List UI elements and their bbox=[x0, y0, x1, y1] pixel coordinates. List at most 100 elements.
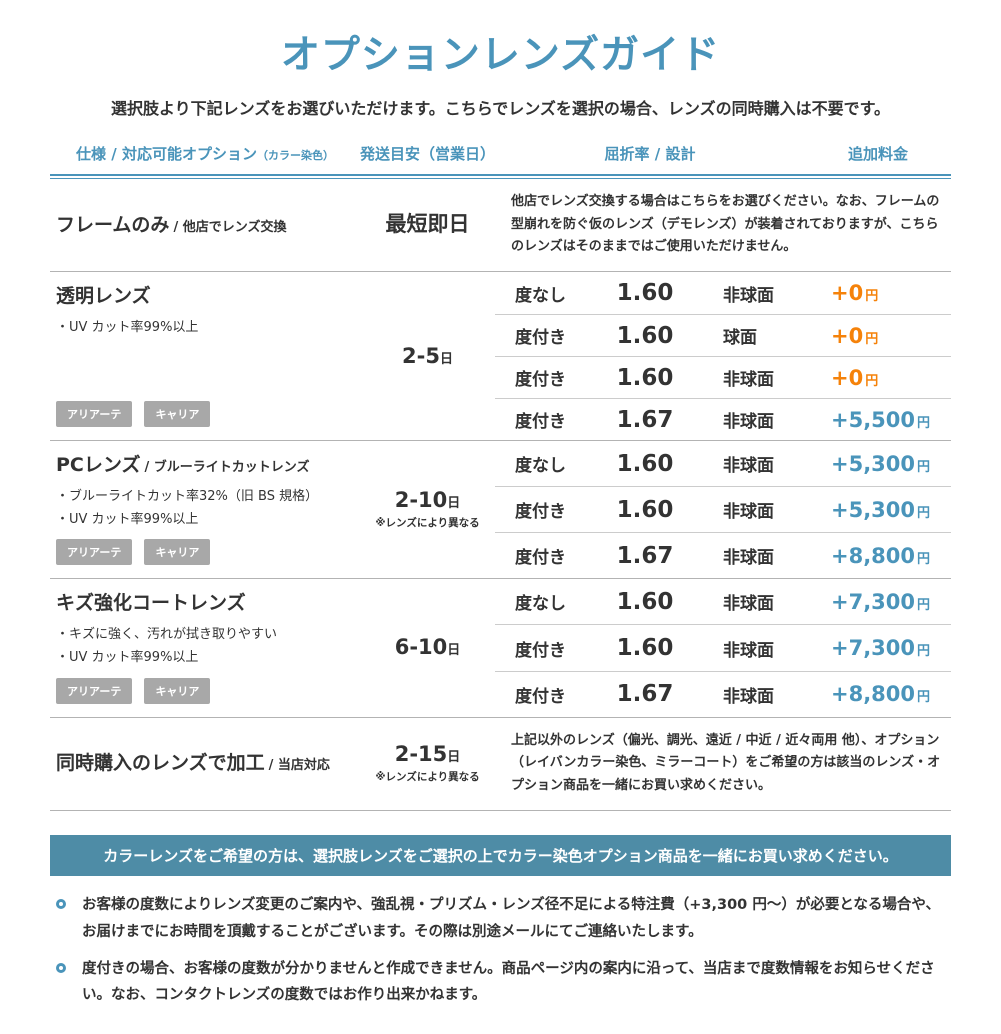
page-title: オプションレンズガイド bbox=[280, 33, 721, 78]
shipping-value: 最短即日 bbox=[386, 213, 470, 236]
option-design: 非球面 bbox=[723, 640, 774, 661]
option-price: +5,300 円 bbox=[825, 498, 951, 522]
shipping-note: ※レンズにより異なる bbox=[375, 771, 480, 784]
option-row: 度付き 1.67 非球面 +8,800 円 bbox=[495, 670, 951, 717]
option-row: 度付き 1.60 非球面 +0 円 bbox=[495, 356, 951, 398]
price-amount: +0 bbox=[831, 281, 864, 306]
row-shipping-cell: 2-15日 ※レンズにより異なる bbox=[360, 718, 495, 810]
color-lens-banner: カラーレンズをご希望の方は、選択肢レンズをご選択の上でカラー染色オプション商品を… bbox=[50, 834, 951, 876]
table-row-scratch-coat-lens: キズ強化コートレンズ ・キズに強く、汚れが拭き取りやすい ・UV カット率99%… bbox=[50, 579, 951, 718]
price-unit: 円 bbox=[865, 331, 879, 347]
row-title-main: 透明レンズ bbox=[56, 285, 151, 308]
option-row: 度付き 1.60 非球面 +5,300 円 bbox=[495, 486, 951, 532]
badge-group: アリアーテ キャリア bbox=[56, 393, 350, 428]
price-unit: 円 bbox=[865, 373, 879, 389]
option-price: +0 円 bbox=[825, 324, 951, 348]
option-design: 非球面 bbox=[723, 412, 774, 433]
shipping-value: 2-5日 bbox=[402, 344, 453, 368]
feature-item: ・キズに強く、汚れが拭き取りやすい bbox=[56, 627, 278, 643]
header-spec-small-label: （カラー染色） bbox=[256, 148, 334, 162]
row-shipping-cell: 6-10日 bbox=[360, 579, 495, 716]
option-index: 1.60 bbox=[616, 450, 674, 477]
feature-item: ・ブルーライトカット率32%（旧 BS 規格） bbox=[56, 488, 319, 504]
feature-item: ・UV カット率99%以上 bbox=[56, 319, 199, 335]
shipping-text: 2-15 bbox=[394, 742, 448, 767]
option-rx: 度付き bbox=[515, 502, 566, 523]
row-shipping-cell: 2-5日 bbox=[360, 272, 495, 440]
feature-item: ・UV カット率99%以上 bbox=[56, 649, 199, 665]
option-row: 度付き 1.60 球面 +0 円 bbox=[495, 314, 951, 356]
option-index: 1.60 bbox=[616, 588, 674, 615]
price-amount: +0 bbox=[831, 323, 864, 348]
feature-list: ・ブルーライトカット率32%（旧 BS 規格） ・UV カット率99%以上 bbox=[56, 486, 350, 532]
note-item: お客様の度数によりレンズ変更のご案内や、強乱視・プリズム・レンズ径不足による特注… bbox=[50, 892, 951, 946]
option-row: 度付き 1.67 非球面 +5,500 円 bbox=[495, 398, 951, 440]
row-title: 透明レンズ bbox=[56, 285, 350, 308]
option-design: 非球面 bbox=[723, 370, 774, 391]
option-design: 非球面 bbox=[723, 686, 774, 707]
row-title-main: フレームのみ bbox=[56, 213, 170, 236]
badge-group: アリアーテ キャリア bbox=[56, 670, 350, 704]
shipping-unit: 日 bbox=[447, 750, 461, 766]
row-title-suffix: / 当店対応 bbox=[268, 758, 330, 774]
shipping-text: 2-10 bbox=[394, 488, 448, 513]
badge-ariate: アリアーテ bbox=[56, 401, 133, 428]
badge-group: アリアーテ キャリア bbox=[56, 531, 350, 566]
row-description: 他店でレンズ交換する場合はこちらをお選びください。なお、フレームの型崩れを防ぐ仮… bbox=[511, 193, 940, 255]
option-rx: 度なし bbox=[515, 285, 566, 306]
option-index: 1.60 bbox=[616, 364, 674, 391]
shipping-unit: 日 bbox=[447, 496, 461, 512]
header-price: 追加料金 bbox=[847, 144, 908, 163]
option-price: +5,500 円 bbox=[825, 408, 951, 432]
row-title-main: PCレンズ bbox=[56, 454, 141, 477]
header-spec: 仕様 / 対応可能オプション（カラー染色） bbox=[50, 143, 360, 164]
price-unit: 円 bbox=[917, 459, 931, 475]
price-amount: +5,300 bbox=[831, 497, 916, 522]
option-price: +5,300 円 bbox=[825, 452, 951, 476]
price-amount: +7,300 bbox=[831, 589, 916, 614]
header-shipping: 発送目安（営業日） bbox=[360, 144, 496, 163]
circle-bullet-icon bbox=[56, 898, 66, 909]
option-price: +0 円 bbox=[825, 281, 951, 305]
badge-ariate: アリアーテ bbox=[56, 677, 133, 704]
option-index: 1.60 bbox=[616, 635, 674, 662]
row-description: 上記以外のレンズ（偏光、調光、遠近 / 中近 / 近々両用 他）、オプション（レ… bbox=[511, 732, 941, 794]
option-index: 1.67 bbox=[616, 542, 674, 569]
option-row: 度なし 1.60 非球面 +5,300 円 bbox=[495, 441, 951, 486]
option-rx: 度付き bbox=[515, 548, 566, 569]
option-design: 非球面 bbox=[723, 456, 774, 477]
badge-carrier: キャリア bbox=[144, 539, 211, 566]
price-amount: +8,800 bbox=[831, 682, 916, 707]
row-title-main: キズ強化コートレンズ bbox=[56, 592, 246, 615]
row-detail-cell: 度なし 1.60 非球面 +5,300 円 度付き 1.60 非球面 +5,300… bbox=[495, 441, 951, 578]
feature-item: ・UV カット率99%以上 bbox=[56, 511, 199, 527]
table-header-row: 仕様 / 対応可能オプション（カラー染色） 発送目安（営業日） 屈折率 / 設計… bbox=[50, 143, 951, 164]
shipping-note: ※レンズにより異なる bbox=[375, 517, 480, 530]
option-index: 1.60 bbox=[616, 322, 674, 349]
option-rx: 度付き bbox=[515, 640, 566, 661]
option-rx: 度なし bbox=[515, 594, 566, 615]
option-row: 度なし 1.60 非球面 +0 円 bbox=[495, 272, 951, 314]
option-price: +8,800 円 bbox=[825, 682, 951, 706]
price-unit: 円 bbox=[917, 415, 931, 431]
row-spec-cell: フレームのみ / 他店でレンズ交換 bbox=[50, 179, 360, 271]
option-design: 非球面 bbox=[723, 502, 774, 523]
option-index: 1.67 bbox=[616, 681, 674, 708]
row-detail-cell: 度なし 1.60 非球面 +7,300 円 度付き 1.60 非球面 +7,300… bbox=[495, 579, 951, 716]
option-price: +0 円 bbox=[825, 366, 951, 390]
option-index: 1.60 bbox=[616, 280, 674, 307]
row-title-main: 同時購入のレンズで加工 bbox=[56, 752, 265, 775]
price-unit: 円 bbox=[917, 597, 931, 613]
note-item: 度付きの場合、お客様の度数が分かりませんと作成できません。商品ページ内の案内に沿… bbox=[50, 956, 951, 1010]
option-rx: 度付き bbox=[515, 412, 566, 433]
option-subtable: 度なし 1.60 非球面 +7,300 円 度付き 1.60 非球面 +7,300… bbox=[495, 579, 951, 716]
note-text: お客様の度数によりレンズ変更のご案内や、強乱視・プリズム・レンズ径不足による特注… bbox=[82, 896, 940, 940]
row-title: フレームのみ / 他店でレンズ交換 bbox=[56, 214, 350, 237]
option-design: 非球面 bbox=[723, 594, 774, 615]
option-subtable: 度なし 1.60 非球面 +5,300 円 度付き 1.60 非球面 +5,300… bbox=[495, 441, 951, 578]
row-title: PCレンズ / ブルーライトカットレンズ bbox=[56, 454, 350, 477]
option-design: 非球面 bbox=[723, 548, 774, 569]
price-amount: +0 bbox=[831, 365, 864, 390]
row-title-suffix: / 他店でレンズ交換 bbox=[173, 219, 287, 235]
header-spec-label: 仕様 / 対応可能オプション bbox=[76, 144, 257, 163]
